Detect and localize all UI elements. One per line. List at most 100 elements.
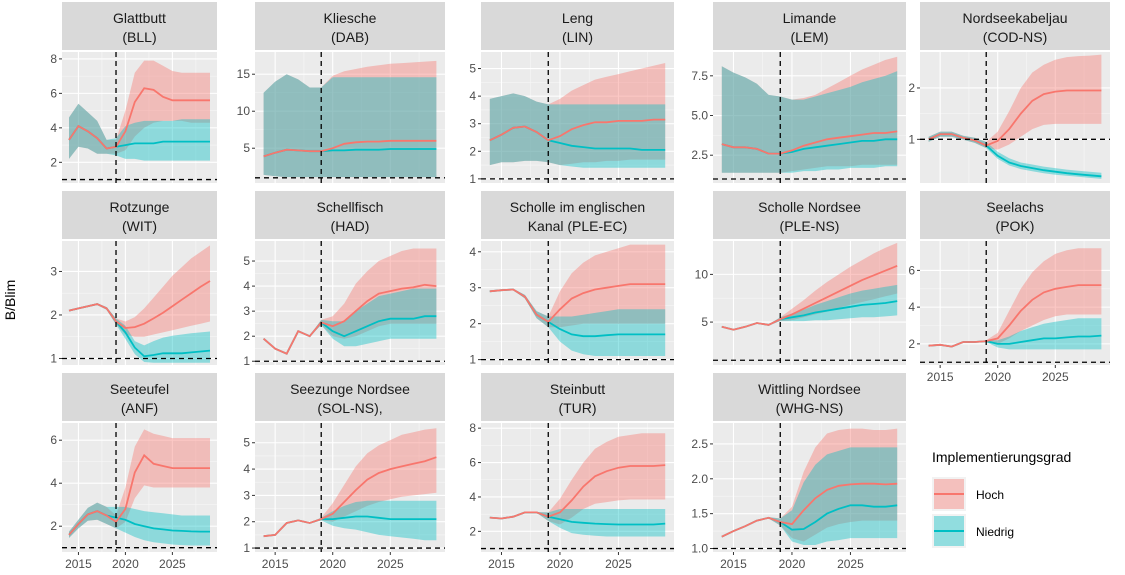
- facet-strip: [62, 2, 217, 50]
- x-tick-label: 2020: [112, 557, 139, 571]
- ribbon-hoch: [928, 54, 1102, 150]
- facet-strip: [481, 373, 674, 421]
- facet-panel: Seelachs (POK) 2 4 6 2015 2020 2025: [908, 191, 1110, 384]
- facet-title: Scholle Nordsee: [758, 199, 861, 215]
- facet-strip: [713, 373, 906, 421]
- ribbon-hoch: [263, 248, 437, 355]
- facet-strip: [481, 191, 674, 239]
- ribbon-hoch: [928, 248, 1102, 347]
- y-tick-label: 4: [469, 490, 476, 504]
- y-tick-label: 2: [469, 524, 476, 538]
- y-tick-label: 2: [50, 155, 57, 169]
- panel-background: [481, 423, 674, 552]
- facet-title: Seelachs: [986, 199, 1044, 215]
- facet-title: Leng: [562, 10, 593, 26]
- x-tick-label: 2025: [837, 557, 864, 571]
- line-hoch: [68, 453, 210, 536]
- ribbon-niedrig: [489, 288, 666, 356]
- y-tick-label: 2: [50, 519, 57, 533]
- line-hoch: [721, 264, 898, 331]
- facet-panel: Limande (LEM) 2.5 5.0 7.5: [691, 2, 906, 183]
- line-hoch: [489, 118, 666, 142]
- facet-panel: Seezunge Nordsee (SOL-NS), 1 2 3 4 5 2015 2020 20…: [243, 373, 445, 571]
- legend-label-niedrig: Niedrig: [976, 525, 1014, 539]
- y-tick-label: 6: [50, 433, 57, 447]
- facet-strip: [920, 191, 1110, 239]
- x-tick-label: 2025: [377, 557, 404, 571]
- y-tick-label: 6: [50, 86, 57, 100]
- facet-subtitle: Kanal (PLE-EC): [528, 218, 628, 234]
- y-tick-label: 8: [469, 421, 476, 435]
- facet-panel: Wittling Nordsee (WHG-NS) 1.0 1.5 2.0 2.5 2015…: [691, 373, 906, 571]
- y-tick-label: 3: [243, 488, 250, 502]
- y-tick-label: 5: [243, 254, 250, 268]
- panel-background: [920, 52, 1110, 183]
- ribbon-niedrig: [721, 284, 898, 331]
- ribbon-hoch: [489, 433, 666, 525]
- facet-subtitle: (LIN): [562, 29, 593, 45]
- ribbon-niedrig: [263, 288, 437, 355]
- x-tick-label: 2020: [779, 557, 806, 571]
- y-tick-label: 2: [469, 144, 476, 158]
- facet-strip: [255, 373, 445, 421]
- facet-subtitle: (POK): [996, 218, 1035, 234]
- x-tick-label: 2015: [65, 557, 92, 571]
- y-tick-label: 4: [243, 279, 250, 293]
- facet-strip: [255, 2, 445, 50]
- ribbon-hoch: [721, 56, 898, 173]
- facet-subtitle: (WIT): [122, 218, 157, 234]
- y-tick-label: 5: [243, 436, 250, 450]
- x-tick-label: 2015: [927, 370, 954, 384]
- y-tick-label: 4: [908, 300, 915, 314]
- y-tick-label: 5: [469, 62, 476, 76]
- facet-subtitle: (PLE-NS): [780, 218, 840, 234]
- panel-background: [481, 52, 674, 183]
- facet-panel: Glattbutt (BLL) 2 4 6 8: [50, 2, 217, 183]
- y-tick-label: 2: [469, 317, 476, 331]
- x-tick-label: 2025: [159, 557, 186, 571]
- line-hoch: [721, 482, 898, 538]
- facet-title: Limande: [783, 10, 837, 26]
- facet-panel: Steinbutt (TUR) 2 4 6 8 2015 2020 2025: [469, 373, 674, 571]
- x-tick-label: 2020: [984, 370, 1011, 384]
- y-tick-label: 1: [469, 172, 476, 186]
- y-axis-title: B/Blim: [2, 280, 18, 320]
- facet-title: Scholle im englischen: [510, 199, 645, 215]
- facet-strip: [713, 191, 906, 239]
- y-tick-label: 1: [243, 541, 250, 555]
- line-hoch: [263, 456, 437, 538]
- ribbon-hoch: [721, 428, 898, 542]
- y-tick-label: 5: [701, 315, 708, 329]
- y-tick-label: 3: [469, 281, 476, 295]
- facet-strip: [713, 2, 906, 50]
- facet-subtitle: (DAB): [331, 29, 369, 45]
- line-hoch: [68, 87, 210, 150]
- x-tick-label: 2025: [605, 557, 632, 571]
- y-tick-label: 2: [50, 308, 57, 322]
- panel-background: [713, 241, 906, 365]
- facet-panel: Schellfisch (HAD) 1 2 3 4 5: [243, 191, 445, 368]
- ribbon-niedrig: [721, 66, 898, 173]
- line-hoch: [68, 280, 211, 329]
- line-hoch: [928, 89, 1102, 147]
- facet-subtitle: (ANF): [121, 400, 158, 416]
- y-tick-label: 4: [50, 476, 57, 490]
- facet-panel: Leng (LIN) 1 2 3 4 5: [469, 2, 674, 186]
- line-hoch: [721, 130, 898, 155]
- y-tick-label: 10: [695, 267, 709, 281]
- panel-background: [713, 423, 906, 552]
- panel-background: [62, 52, 217, 183]
- ribbon-niedrig: [263, 74, 437, 178]
- ribbon-hoch: [69, 429, 210, 538]
- y-tick-label: 2.5: [691, 437, 708, 451]
- facet-panel: Seeteufel (ANF) 2 4 6 2015 2020 2025: [50, 373, 217, 571]
- legend-key-hoch: [932, 477, 966, 511]
- ribbon-niedrig: [263, 500, 437, 541]
- ribbon-hoch: [263, 60, 437, 178]
- facet-panel: Nordseekabeljau (COD-NS) 1 2: [908, 2, 1110, 183]
- facet-strip: [481, 2, 674, 50]
- x-tick-label: 2025: [1042, 370, 1069, 384]
- ribbon-hoch: [263, 428, 437, 537]
- x-tick-label: 2015: [488, 557, 515, 571]
